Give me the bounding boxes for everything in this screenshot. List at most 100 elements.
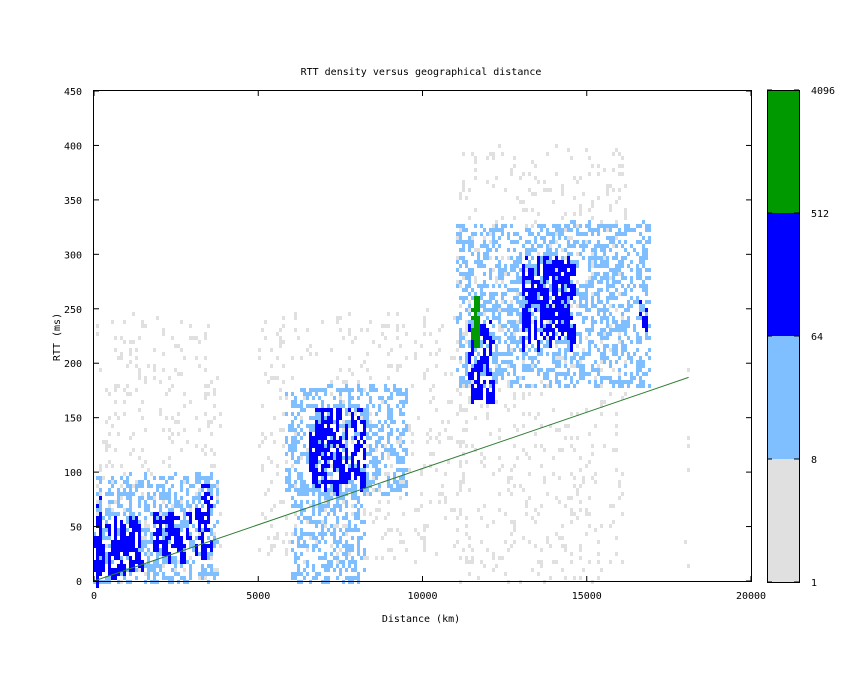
density-cell <box>609 392 612 396</box>
density-cell <box>465 340 468 344</box>
density-cell <box>108 488 111 492</box>
density-cell <box>114 552 117 556</box>
density-cell <box>525 328 528 332</box>
density-cell <box>141 416 144 420</box>
density-cell <box>450 436 453 440</box>
density-cell <box>327 416 330 428</box>
density-cell <box>342 420 345 424</box>
density-cell <box>465 332 468 336</box>
density-cell <box>399 344 402 348</box>
density-cell <box>177 412 180 416</box>
density-cell <box>402 440 405 444</box>
density-cell <box>576 352 579 356</box>
density-cell <box>459 192 462 196</box>
density-cell <box>495 336 498 340</box>
density-cell <box>639 316 642 320</box>
density-cell <box>144 504 147 508</box>
density-cell <box>465 420 468 424</box>
density-cell <box>390 412 393 416</box>
density-cell <box>303 432 306 436</box>
density-cell <box>309 440 312 452</box>
density-cell <box>543 324 546 328</box>
density-cell <box>120 504 123 508</box>
density-cell <box>153 376 156 380</box>
density-cell <box>600 300 603 304</box>
density-cell <box>591 264 594 268</box>
density-cell <box>342 448 345 452</box>
density-cell <box>333 432 336 436</box>
density-cell <box>165 392 168 396</box>
density-cell <box>312 512 315 516</box>
density-cell <box>507 232 510 236</box>
density-cell <box>363 468 366 472</box>
density-cell <box>471 344 474 356</box>
density-cell <box>390 448 393 452</box>
density-cell <box>489 232 492 236</box>
density-cell <box>603 272 606 276</box>
density-cell <box>189 544 192 548</box>
density-cell <box>645 256 648 260</box>
density-cell <box>639 240 642 244</box>
density-cell <box>579 292 582 296</box>
density-cell <box>327 564 330 568</box>
density-cell <box>537 252 540 256</box>
density-cell <box>570 332 573 344</box>
density-cell <box>321 536 324 540</box>
density-cell <box>381 324 384 328</box>
density-cell <box>555 256 558 268</box>
density-cell <box>591 304 594 308</box>
density-cell <box>594 292 597 296</box>
density-cell <box>162 512 165 516</box>
density-cell <box>303 444 306 448</box>
density-cell <box>405 480 408 484</box>
density-cell <box>591 300 594 304</box>
density-cell <box>480 260 483 264</box>
density-cell <box>495 300 498 304</box>
density-cell <box>444 372 447 376</box>
density-cell <box>168 552 171 564</box>
density-cell <box>498 272 501 276</box>
density-cell <box>261 404 264 408</box>
density-cell <box>174 472 177 476</box>
density-cell <box>459 356 462 360</box>
density-cell <box>540 380 543 384</box>
density-cell <box>297 536 300 540</box>
density-cell <box>597 312 600 316</box>
density-cell <box>387 408 390 412</box>
density-cell <box>276 472 279 476</box>
density-cell <box>612 224 615 228</box>
density-cell <box>213 452 216 456</box>
density-cell <box>516 356 519 360</box>
density-cell <box>459 512 462 516</box>
density-cell <box>474 324 477 328</box>
density-cell <box>372 384 375 388</box>
density-cell <box>210 488 213 492</box>
density-cell <box>393 384 396 388</box>
density-cell <box>282 364 285 368</box>
density-cell <box>624 276 627 280</box>
density-cell <box>99 556 102 560</box>
density-cell <box>141 544 144 548</box>
density-cell <box>315 544 318 548</box>
density-cell <box>591 272 594 276</box>
density-cell <box>567 224 570 228</box>
density-cell <box>363 360 366 364</box>
density-cell <box>648 336 651 340</box>
density-cell <box>486 412 489 416</box>
density-cell <box>639 308 642 312</box>
density-cell <box>336 556 339 560</box>
density-cell <box>351 440 354 444</box>
density-cell <box>297 504 300 508</box>
density-cell <box>123 340 126 344</box>
density-cell <box>621 232 624 236</box>
density-cell <box>423 536 426 540</box>
density-cell <box>99 468 102 472</box>
density-cell <box>186 480 189 484</box>
density-cell <box>159 508 162 512</box>
density-cell <box>303 388 306 392</box>
density-cell <box>312 508 315 512</box>
density-cell <box>633 328 636 332</box>
density-cell <box>345 576 348 580</box>
density-cell <box>522 320 525 332</box>
density-cell <box>198 428 201 432</box>
